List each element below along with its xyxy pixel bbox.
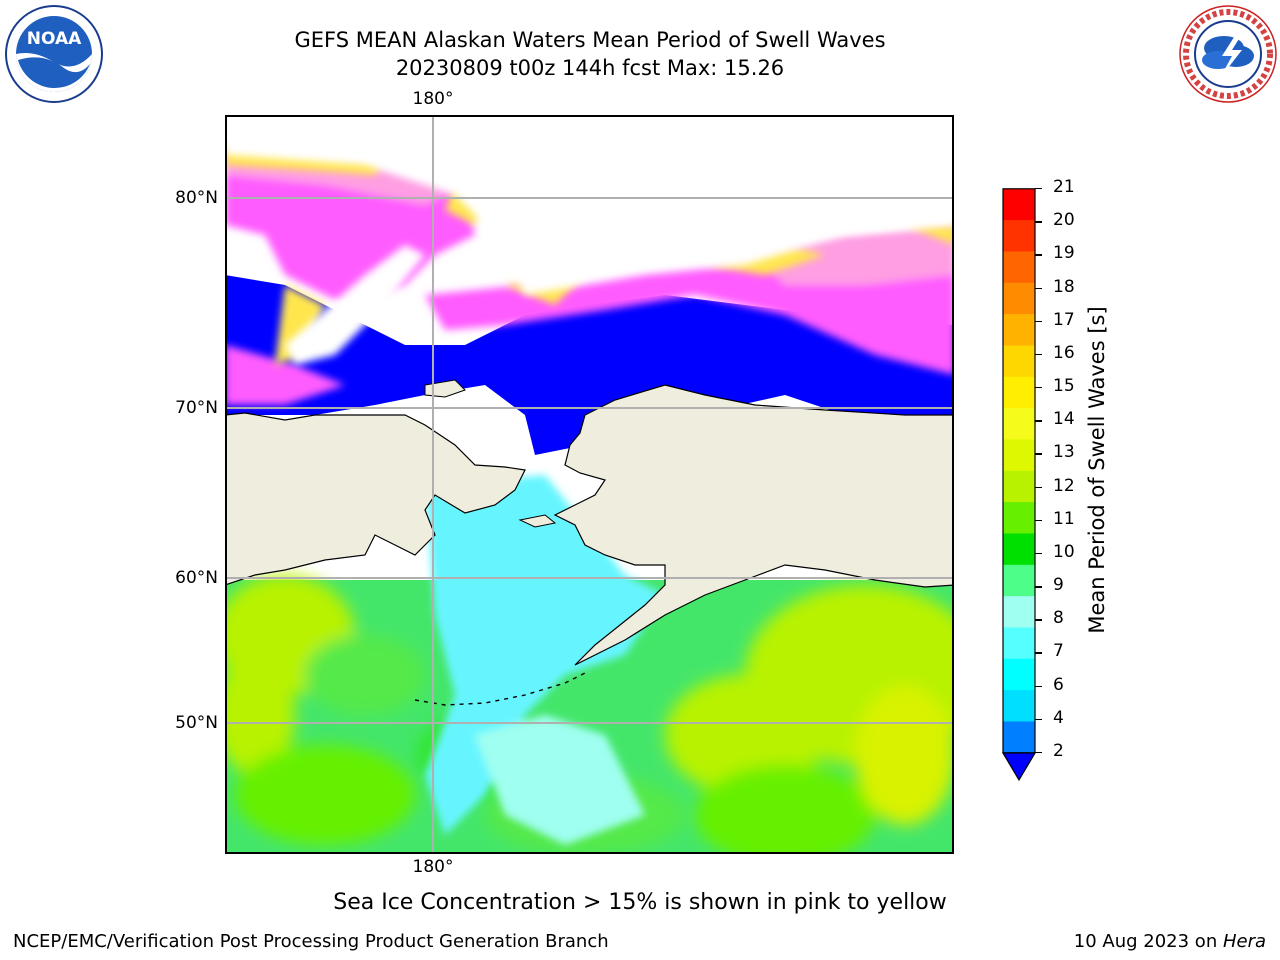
colorbar-tick-mark	[1035, 387, 1042, 389]
colorbar-tick-label: 21	[1053, 177, 1075, 197]
swell-period-map	[225, 115, 954, 854]
colorbar-tick-label: 16	[1053, 342, 1075, 363]
colorbar-tick-label: 2	[1053, 741, 1064, 761]
footer-date-text: 10 Aug 2023 on	[1073, 931, 1223, 952]
colorbar-swatch	[1003, 188, 1035, 221]
title-line-2: 20230809 t00z 144h fcst Max: 15.26	[395, 56, 785, 80]
nws-logo	[1178, 4, 1278, 104]
colorbar-tick-label: 9	[1053, 575, 1064, 596]
colorbar-tick-mark	[1035, 353, 1042, 356]
colorbar-tick-mark	[1035, 453, 1042, 455]
colorbar-tick-mark	[1035, 718, 1042, 721]
landmass-alaska	[553, 384, 953, 666]
footer-branch: NCEP/EMC/Verification Post Processing Pr…	[13, 931, 609, 952]
colorbar-tick-mark	[1035, 254, 1042, 256]
colorbar-tick-mark	[1035, 320, 1042, 323]
noaa-logo: NOAA	[4, 4, 104, 104]
colorbar-swatch	[1003, 502, 1035, 534]
colorbar-swatch	[1003, 376, 1035, 409]
colorbar-swatch	[1003, 596, 1035, 628]
colorbar-swatch	[1003, 408, 1035, 440]
colorbar-tick-label: 20	[1053, 210, 1075, 231]
colorbar-swatch	[1003, 220, 1035, 252]
lat-label-70n: 70°N	[175, 398, 218, 418]
colorbar-tick-mark	[1035, 519, 1042, 522]
colorbar-tick-label: 12	[1053, 475, 1075, 496]
map-panel	[225, 115, 955, 855]
colorbar-swatch	[1003, 251, 1035, 284]
colorbar-swatch	[1003, 470, 1035, 503]
sea-ice-caption: Sea Ice Concentration > 15% is shown in …	[333, 890, 947, 915]
colorbar-under-arrow	[1002, 752, 1036, 782]
colorbar-tick-mark	[1035, 586, 1042, 588]
colorbar-tick-label: 17	[1053, 309, 1075, 330]
colorbar-swatch	[1003, 282, 1035, 315]
colorbar-swatch	[1003, 721, 1035, 754]
colorbar-tick-label: 7	[1053, 641, 1064, 662]
colorbar	[1002, 188, 1036, 782]
lon-label-top: 180°	[412, 89, 454, 109]
colorbar-tick-label: 19	[1053, 243, 1075, 264]
colorbar-tick-label: 11	[1053, 508, 1075, 529]
colorbar-swatch	[1003, 658, 1035, 691]
noaa-logo-text: NOAA	[27, 29, 82, 49]
colorbar-tick-mark	[1035, 188, 1042, 190]
colorbar-tick-mark	[1035, 287, 1042, 289]
map-frame	[225, 115, 954, 854]
colorbar-swatch	[1003, 690, 1035, 722]
colorbar-tick-label: 18	[1053, 276, 1075, 297]
colorbar-swatch	[1003, 533, 1035, 566]
footer-date: 10 Aug 2023 on Hera	[1074, 931, 1266, 952]
colorbar-tick-mark	[1035, 420, 1042, 422]
lat-label-50n: 50°N	[175, 713, 218, 733]
colorbar-tick-mark	[1035, 685, 1042, 688]
colorbar-tick-label: 14	[1053, 409, 1075, 430]
colorbar-swatches	[1002, 188, 1036, 782]
lat-label-60n: 60°N	[175, 568, 218, 588]
colorbar-swatch	[1003, 345, 1035, 378]
colorbar-swatch	[1003, 314, 1035, 346]
colorbar-swatch	[1003, 439, 1035, 472]
map-graticule	[225, 115, 953, 853]
footer-host: Hera	[1222, 931, 1266, 952]
colorbar-tick-label: 8	[1053, 608, 1064, 629]
colorbar-tick-mark	[1035, 619, 1042, 621]
landmass-siberia	[225, 412, 526, 586]
colorbar-tick-label: 13	[1053, 442, 1075, 463]
colorbar-tick-label: 15	[1053, 376, 1075, 397]
lat-label-80n: 80°N	[175, 188, 218, 208]
colorbar-tick-mark	[1035, 652, 1042, 654]
colorbar-tick-mark	[1035, 552, 1042, 555]
title-line-1: GEFS MEAN Alaskan Waters Mean Period of …	[294, 28, 886, 52]
colorbar-tick-label: 6	[1053, 674, 1064, 695]
colorbar-swatch	[1003, 564, 1035, 597]
colorbar-tick-label: 4	[1053, 707, 1064, 728]
colorbar-tick-mark	[1035, 221, 1042, 223]
colorbar-tick-mark	[1035, 486, 1042, 488]
colorbar-label: Mean Period of Swell Waves [s]	[1085, 306, 1109, 634]
colorbar-tick-label: 10	[1053, 541, 1075, 562]
chart-title: GEFS MEAN Alaskan Waters Mean Period of …	[0, 26, 1180, 82]
swell-field-arctic	[225, 275, 953, 455]
colorbar-swatch	[1003, 627, 1035, 660]
lon-label-bottom: 180°	[412, 857, 454, 877]
colorbar-tick-mark	[1035, 752, 1042, 754]
